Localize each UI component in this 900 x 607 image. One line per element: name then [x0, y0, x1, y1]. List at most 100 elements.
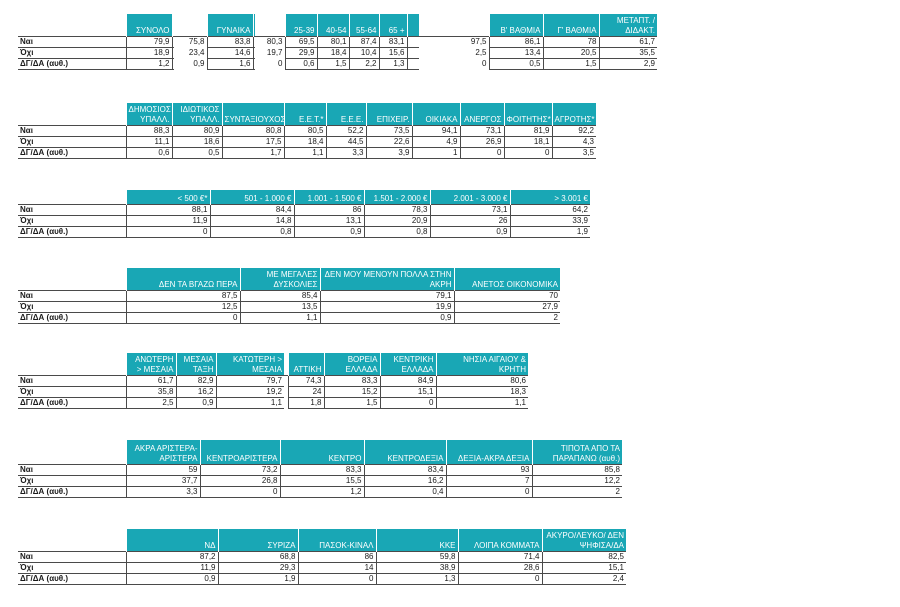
value-cell: 61,7: [598, 36, 657, 48]
column-header: ΑΚΥΡΟ/ΛΕΥΚΟ/ ΔΕΝ ΨΗΦΙΣΑ/ΔΑ: [541, 529, 626, 552]
column-header: ΤΙΠΟΤΑ ΑΠΟ ΤΑ ΠΑΡΑΠΑΝΩ (αυθ.): [531, 440, 622, 465]
value-cell: 79,9: [125, 36, 172, 48]
value-cell: 27,9: [453, 301, 560, 313]
value-cell: [171, 36, 173, 48]
table-row: Όχι 12,5 13,5 19,9 27,9: [18, 301, 560, 313]
table-row: ΔΓ/ΔΑ (αυθ.) 0,6 0,5 1,7 1,1 3,3 3,9 1 0 0 3,5: [18, 147, 596, 159]
value-cell: [252, 47, 255, 59]
header-corner: [18, 190, 126, 205]
column-header: > 3.001 €: [509, 190, 590, 205]
column-header: ΜΕΤΑΠΤ. / ΔΙΔΑΚΤ.: [598, 14, 657, 37]
value-cell: [171, 58, 173, 70]
value-cell: 28,6: [457, 562, 542, 574]
value-cell: 1,1: [435, 397, 528, 409]
column-header: 40-54: [316, 14, 349, 37]
value-cell: 83,1: [378, 36, 407, 48]
header-corner: [18, 103, 126, 126]
value-cell: 20,9: [363, 215, 430, 227]
table-row: Όχι 11,1 18,6 17,5 18,4 44,5 22,6 4,9 26,9 18,1 4,…: [18, 136, 596, 148]
value-cell: 0,6: [284, 58, 317, 70]
value-cell: 1,2: [279, 486, 364, 498]
value-cell: 0,9: [293, 226, 364, 238]
column-gap: 0,9: [173, 58, 207, 70]
row-label: Όχι: [18, 301, 126, 313]
header-corner: [18, 353, 126, 376]
value-cell: 87,2: [125, 551, 218, 563]
row-label: ΔΓ/ΔΑ (αυθ.): [18, 573, 126, 585]
value-cell: 88,3: [125, 125, 172, 137]
crosstab-table-4: ΔΕΝ ΤΑ ΒΓΑΖΩ ΠΕΡΑ ΜΕ ΜΕΓΑΛΕΣ ΔΥΣΚΟΛΙΕΣ ΔΕΝ…: [18, 268, 560, 324]
value-cell: 3,3: [325, 147, 366, 159]
table-row: Όχι 11,9 14,8 13,1 20,9 26 33,9: [18, 215, 590, 227]
value-cell: 1,9: [509, 226, 590, 238]
value-cell: [252, 36, 255, 48]
value-cell: 83,3: [323, 375, 380, 387]
column-header: ΚΕΝΤΡΟΑΡΙΣΤΕΡΑ: [199, 440, 280, 465]
column-gap: Α' ΒΑΘΜΙΑ: [419, 14, 489, 37]
value-cell: 0: [457, 573, 542, 585]
value-cell: 61,7: [125, 375, 176, 387]
column-header: 25-39: [284, 14, 317, 37]
column-header: < 500 €*: [125, 190, 210, 205]
value-cell: 83,8: [206, 36, 253, 48]
value-cell: 2: [453, 312, 560, 324]
value-cell: 69,5: [284, 36, 317, 48]
value-cell: 59,8: [375, 551, 458, 563]
column-header: ΙΔΙΩΤΙΚΟΣ ΥΠΑΛΛ.: [171, 103, 222, 126]
header-corner: [18, 529, 126, 552]
value-cell: 85,4: [239, 290, 320, 302]
value-cell: 16,2: [175, 386, 216, 398]
column-header: ΣΥΝΤΑΞΙΟΥΧΟΣ: [221, 103, 284, 126]
value-cell: [171, 47, 173, 59]
table-row: ΔΓ/ΔΑ (αυθ.) 2,5 0,9 1,1 1,8 1,5 0 1,1: [18, 397, 528, 409]
column-header: ΑΚΡΑ ΑΡΙΣΤΕΡΑ-ΑΡΙΣΤΕΡΑ: [125, 440, 200, 465]
value-cell: 0: [503, 147, 552, 159]
value-cell: 3,3: [125, 486, 200, 498]
column-header: ΦΟΙΤΗΤΗΣ*: [503, 103, 552, 126]
value-cell: 2: [531, 486, 622, 498]
value-cell: 80,6: [435, 375, 528, 387]
value-cell: 11,9: [125, 562, 218, 574]
value-cell: 2,2: [348, 58, 379, 70]
value-cell: 18,4: [283, 136, 326, 148]
crosstab-table-3: < 500 €* 501 - 1.000 €1.001 - 1.500 €1.50…: [18, 190, 590, 238]
value-cell: 0: [199, 486, 280, 498]
column-header: ΑΤΤΙΚΗ: [287, 353, 324, 376]
column-header: ΝΗΣΙΑ ΑΙΓΑΙΟΥ & ΚΡΗΤΗ: [435, 353, 528, 376]
value-cell: 15,1: [379, 386, 436, 398]
row-label: ΔΓ/ΔΑ (αυθ.): [18, 312, 126, 324]
column-gap: [284, 375, 288, 387]
value-cell: 80,5: [283, 125, 326, 137]
value-cell: 79,7: [215, 375, 284, 387]
value-cell: 37,7: [125, 475, 200, 487]
value-cell: 35,8: [125, 386, 176, 398]
value-cell: 1,3: [375, 573, 458, 585]
value-cell: 11,9: [125, 215, 210, 227]
value-cell: 0,9: [429, 226, 510, 238]
column-gap: 19,7: [255, 47, 285, 59]
column-header: 501 - 1.000 €: [209, 190, 294, 205]
value-cell: 52,2: [325, 125, 366, 137]
value-cell: 15,1: [541, 562, 626, 574]
value-cell: 13,5: [239, 301, 320, 313]
value-cell: 1,1: [239, 312, 320, 324]
column-header: 2.001 - 3.000 €: [429, 190, 510, 205]
value-cell: 22,6: [365, 136, 412, 148]
value-cell: 10,4: [348, 47, 379, 59]
value-cell: 18,3: [435, 386, 528, 398]
column-header: ΜΕΣΑΙΑ ΤΑΞΗ: [175, 353, 216, 376]
column-header: [406, 14, 419, 37]
row-label: Ναι: [18, 551, 126, 563]
value-cell: 19,2: [215, 386, 284, 398]
column-gap: 0: [255, 58, 285, 70]
column-gap: 17-24*: [255, 14, 285, 37]
value-cell: 73,2: [199, 464, 280, 476]
value-cell: 16,2: [363, 475, 446, 487]
column-gap: [284, 386, 288, 398]
header-corner: [18, 268, 126, 291]
crosstab-table-1: ΣΥΝΟΛΟ ΑΝΔΡΑΣ ΓΥΝΑΙΚΑ 17-24* 25-39 40-54 55-64…: [18, 14, 657, 70]
value-cell: 1,1: [215, 397, 284, 409]
column-header: ΣΥΝΟΛΟ: [125, 14, 172, 37]
header-corner: [18, 440, 126, 465]
column-header: ΛΟΙΠΑ ΚΟΜΜΑΤΑ: [457, 529, 542, 552]
